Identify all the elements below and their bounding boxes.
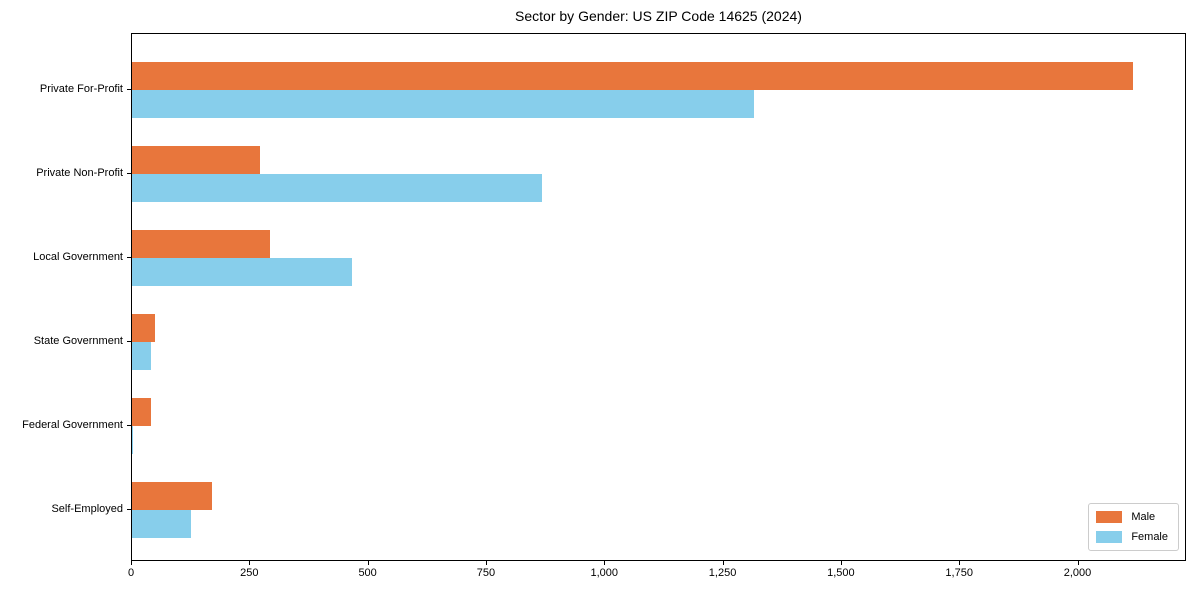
x-tick-label: 500 [358,567,377,579]
chart-title: Sector by Gender: US ZIP Code 14625 (202… [515,8,802,24]
x-tick [131,561,132,565]
y-tick-label: Federal Government [22,419,123,431]
bar-female-federal-government [132,426,133,454]
x-tick-label: 1,500 [827,567,855,579]
bar-male-federal-government [132,398,152,426]
bar-female-private-for-profit [132,90,754,118]
x-tick [840,561,842,565]
y-tick [127,341,131,342]
x-tick [959,561,961,565]
plot-area: Male Female [131,33,1186,561]
bar-female-self-employed [132,510,192,538]
bar-female-local-government [132,258,353,286]
y-tick [127,425,131,426]
bar-female-private-non-profit [132,174,542,202]
legend-label-female: Female [1131,531,1168,543]
legend-row-male: Male [1096,511,1168,523]
legend-swatch-male [1096,511,1123,523]
legend-row-female: Female [1096,531,1168,543]
x-tick-label: 250 [240,567,259,579]
y-tick-label: Self-Employed [51,503,123,515]
x-tick [604,561,606,565]
legend-swatch-female [1096,531,1123,543]
x-tick-label: 1,000 [590,567,619,579]
x-tick [485,561,487,565]
x-tick [367,561,369,565]
y-tick [127,173,131,174]
x-tick-label: 1,250 [708,567,737,579]
x-tick-label: 0 [127,567,135,579]
x-tick [722,561,724,565]
x-tick-label: 1,750 [945,567,973,579]
bar-male-state-government [132,314,155,342]
bar-male-self-employed [132,482,212,510]
y-tick-label: Private Non-Profit [36,167,123,179]
y-tick-label: State Government [33,335,123,347]
x-tick [1077,561,1079,565]
y-tick [127,509,131,510]
x-tick-label: 750 [476,567,496,579]
y-tick-label: Local Government [33,251,123,263]
x-tick [249,561,251,565]
legend-label-male: Male [1131,511,1156,523]
x-tick-label: 2,000 [1063,567,1092,579]
bar-male-private-for-profit [132,62,1134,90]
bar-female-state-government [132,342,152,370]
y-tick-label: Private For-Profit [39,83,123,95]
y-tick [127,89,131,90]
legend: Male Female [1088,503,1179,551]
bar-male-local-government [132,230,271,258]
bar-male-private-non-profit [132,146,260,174]
y-tick [127,257,131,258]
